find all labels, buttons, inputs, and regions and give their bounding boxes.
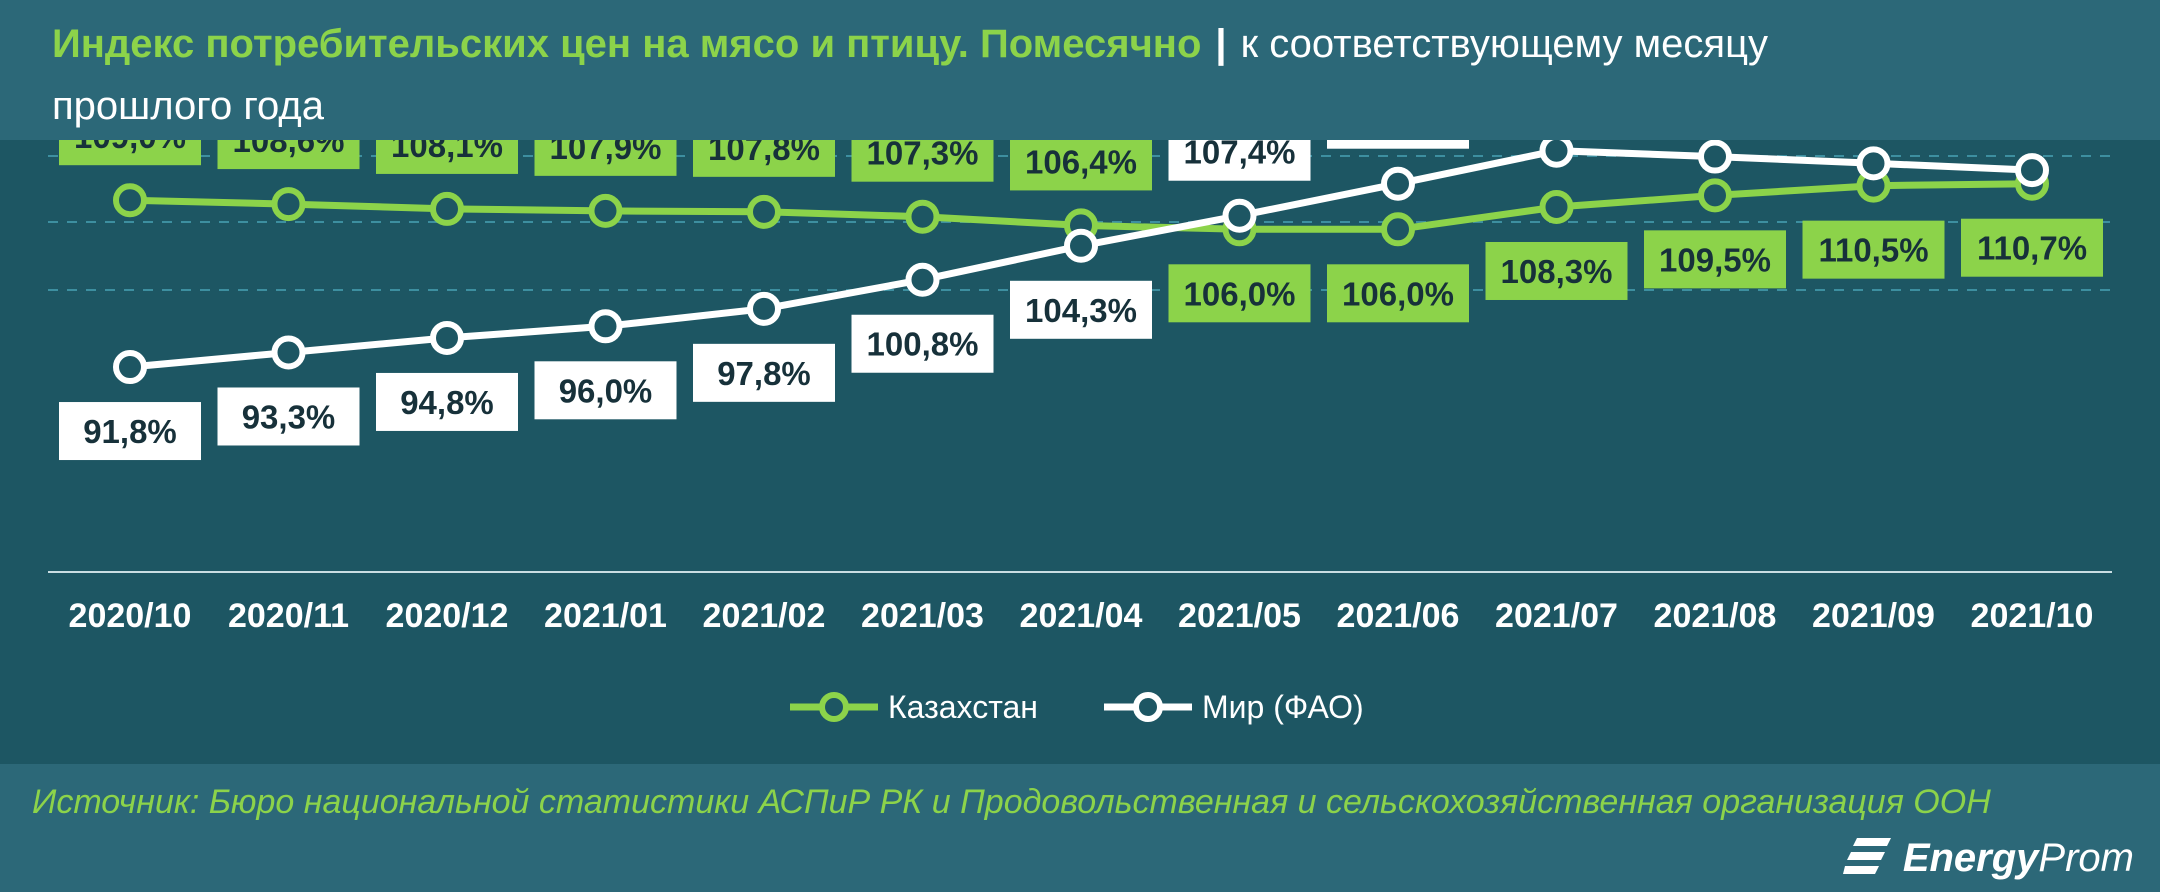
x-tick-label: 2021/09	[1812, 597, 1935, 635]
data-label-kazakhstan-box	[1168, 264, 1311, 323]
logo-text: EnergyProm	[1902, 835, 2134, 880]
point-kazakhstan	[271, 187, 306, 222]
title-suffix: к соответствующему месяцу	[1240, 22, 1768, 66]
data-label-world-box	[376, 372, 518, 431]
data-label-world-box	[59, 402, 201, 461]
point-kazakhstan	[905, 199, 940, 234]
point-world	[1064, 228, 1098, 263]
point-world	[747, 291, 781, 326]
data-label-kazakhstan: 109,5%	[1659, 241, 1771, 278]
data-label-world-box	[1010, 280, 1152, 339]
data-label-world: 93,3%	[242, 398, 336, 435]
x-tick-label: 2021/10	[1971, 597, 2094, 635]
legend-marker-world	[1133, 692, 1163, 722]
title-band: Индекс потребительских цен на мясо и пти…	[0, 0, 2160, 140]
legend-label-world: Мир (ФАО)	[1202, 689, 1364, 725]
data-label-world-box	[534, 361, 677, 420]
point-kazakhstan	[747, 194, 781, 229]
x-tick-label: 2021/07	[1495, 597, 1618, 635]
data-label-world: 96,0%	[559, 372, 653, 409]
source-note: Источник: Бюро национальной статистики А…	[32, 783, 1991, 821]
data-label-kazakhstan-box	[1802, 220, 1945, 279]
data-label-kazakhstan-box	[1010, 140, 1152, 191]
data-label-world: 94,8%	[400, 384, 494, 421]
title-separator: |	[1215, 22, 1227, 66]
data-label-world: 91,8%	[83, 413, 177, 450]
data-label-kazakhstan: 106,0%	[1342, 275, 1454, 312]
title-main: Индекс потребительских цен на мясо и пти…	[52, 22, 1202, 66]
data-label-world-box	[1327, 140, 1469, 149]
x-tick-label: 2021/06	[1337, 597, 1460, 635]
data-label-kazakhstan-box	[534, 140, 677, 176]
data-label-kazakhstan-box	[851, 140, 994, 182]
point-kazakhstan	[430, 191, 464, 226]
point-world	[2015, 153, 2049, 188]
footer-band: Источник: Бюро национальной статистики А…	[0, 764, 2160, 892]
line-chart: 2020/10 2020/11 2020/12 2021/01 2021/02 2021/…	[48, 140, 2112, 725]
data-label-kazakhstan-box	[693, 140, 835, 177]
data-label-kazakhstan: 107,9%	[550, 140, 662, 166]
x-tick-label: 2020/11	[228, 597, 349, 635]
data-label-kazakhstan-box	[1961, 218, 2103, 277]
data-label-kazakhstan: 108,3%	[1501, 253, 1613, 290]
point-kazakhstan	[1539, 189, 1574, 224]
data-label-world-box	[851, 314, 994, 373]
x-tick-label: 2021/02	[703, 597, 826, 635]
point-world	[588, 309, 623, 344]
legend-marker-kazakhstan	[819, 692, 849, 722]
x-tick-label: 2020/10	[69, 597, 192, 635]
data-label-world-box	[217, 387, 360, 446]
data-label-kazakhstan-box	[1644, 230, 1786, 289]
point-kazakhstan	[588, 193, 623, 228]
x-tick-label: 2021/03	[861, 597, 984, 635]
data-label-kazakhstan: 107,3%	[867, 140, 979, 172]
point-world	[1698, 140, 1732, 174]
point-world	[1856, 146, 1891, 181]
point-world	[1222, 198, 1257, 233]
data-label-world: 97,8%	[717, 355, 811, 392]
legend-label-kazakhstan: Казахстан	[888, 689, 1038, 725]
data-label-kazakhstan: 107,8%	[708, 140, 820, 167]
point-world	[113, 350, 147, 385]
data-label-kazakhstan: 106,0%	[1184, 275, 1296, 312]
x-tick-label: 2021/04	[1020, 597, 1143, 635]
data-label-kazakhstan-box	[59, 140, 201, 166]
point-world	[1539, 140, 1574, 168]
energyprom-logo: EnergyProm	[1842, 834, 2134, 882]
chart-title: Индекс потребительских цен на мясо и пти…	[52, 18, 1768, 70]
data-label-kazakhstan: 110,5%	[1818, 232, 1928, 269]
title-suffix-line2: прошлого года	[52, 84, 325, 128]
data-label-kazakhstan: 109,0%	[74, 140, 186, 155]
x-tick-label: 2021/01	[544, 597, 667, 635]
data-label-world: 107,4%	[1184, 140, 1296, 171]
data-label-kazakhstan: 106,4%	[1025, 143, 1137, 180]
data-label-kazakhstan-box	[1327, 264, 1469, 323]
point-kazakhstan	[1381, 212, 1415, 247]
data-label-world: 104,3%	[1025, 292, 1137, 329]
x-tick-label: 2021/08	[1654, 597, 1777, 635]
data-label-kazakhstan: 108,6%	[233, 140, 345, 159]
point-world	[905, 262, 940, 297]
data-label-world-box	[1168, 140, 1311, 181]
data-label-world: 100,8%	[867, 326, 979, 363]
logo-icon	[1842, 838, 1891, 874]
point-world	[1381, 166, 1415, 201]
data-label-kazakhstan-box	[217, 140, 360, 170]
point-world	[271, 335, 306, 370]
data-label-world-box	[693, 343, 835, 402]
x-tick-label: 2020/12	[386, 597, 509, 635]
data-label-kazakhstan-box	[376, 140, 518, 174]
data-label-kazakhstan-box	[1485, 241, 1628, 300]
point-world	[430, 320, 464, 355]
point-kazakhstan	[113, 183, 147, 218]
point-kazakhstan	[1698, 178, 1732, 213]
data-label-kazakhstan: 110,7%	[1977, 230, 2087, 267]
x-tick-label: 2021/05	[1178, 597, 1301, 635]
data-label-kazakhstan: 108,1%	[391, 140, 503, 164]
